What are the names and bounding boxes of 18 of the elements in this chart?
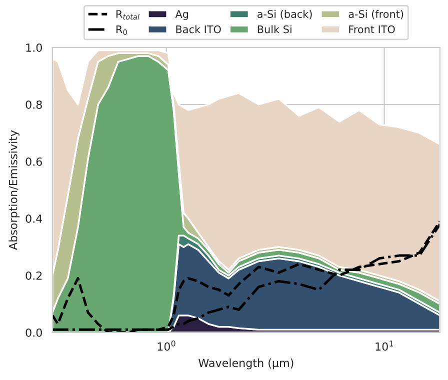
y-tick-label: 0.6: [26, 157, 42, 166]
y-tick-label: 0.2: [26, 271, 42, 280]
legend-label: Bulk Si: [258, 25, 292, 34]
y-tick-label: 0.8: [26, 100, 42, 109]
x-tick-label: 10$^{0}$: [158, 340, 176, 351]
y-tick-label: 1.0: [26, 43, 42, 52]
legend-label: Ag: [175, 10, 188, 20]
legend-label: a-Si (back): [258, 10, 312, 20]
x-tick-label: 10$^{1}$: [376, 340, 393, 351]
legend-label: Front ITO: [349, 25, 395, 34]
legend-label: a-Si (front): [348, 10, 404, 20]
x-axis-title: Wavelength (μm): [198, 358, 294, 370]
y-tick-label: 0.4: [26, 214, 42, 223]
y-axis-title: Absorption/Emissivity: [8, 130, 20, 250]
legend-label: Back ITO: [176, 25, 221, 34]
y-tick-label: 0.0: [26, 328, 42, 337]
legend-label: R$_{total}$: [116, 10, 140, 20]
legend-label: R$_{0}$: [116, 26, 127, 35]
